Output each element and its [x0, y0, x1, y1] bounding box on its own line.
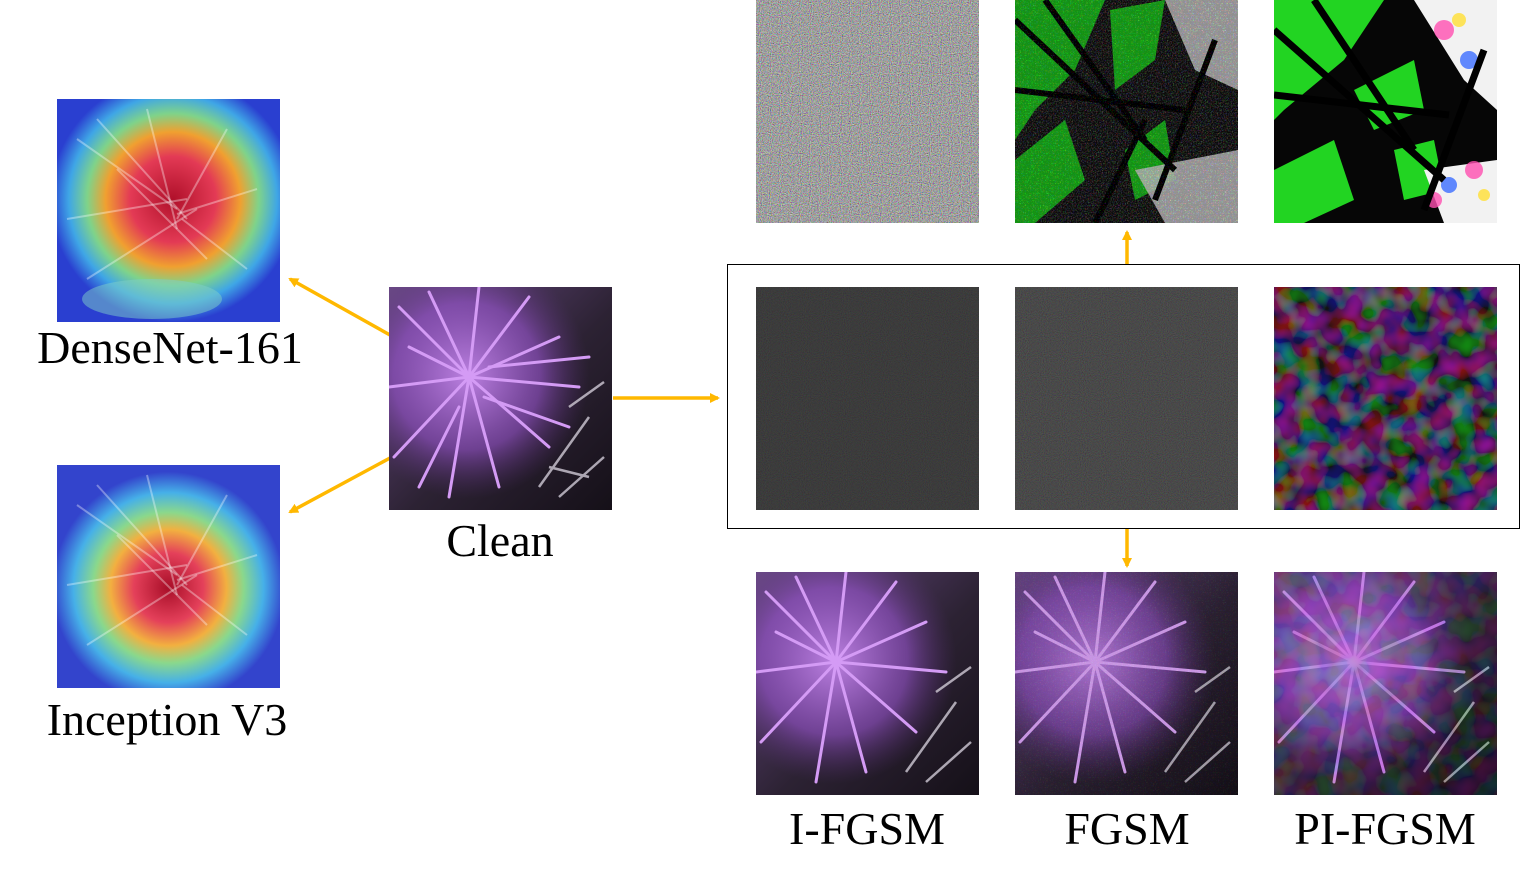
fgsm-label: FGSM [1064, 803, 1190, 854]
densenet-label: DenseNet-161 [37, 322, 303, 373]
clean-image [389, 287, 612, 510]
pifgsm-adversarial-image [1274, 572, 1497, 795]
ifgsm-adversarial-image [756, 572, 979, 795]
ifgsm-perturbation [756, 287, 979, 510]
pifgsm-amplified-noise [1274, 0, 1497, 223]
arrow-to-densenet [288, 277, 391, 337]
fgsm-adversarial-image [1015, 572, 1238, 795]
arrow-to-inception [288, 456, 391, 514]
fgsm-amplified-noise [1015, 0, 1238, 223]
ifgsm-label: I-FGSM [789, 803, 945, 854]
inception-label: Inception V3 [46, 694, 288, 745]
densenet-heatmap [57, 99, 280, 322]
pifgsm-label: PI-FGSM [1294, 803, 1476, 854]
perturbation-box [727, 264, 1520, 529]
ifgsm-amplified-noise [756, 0, 979, 223]
inception-heatmap [57, 465, 280, 688]
pifgsm-perturbation [1274, 287, 1497, 510]
clean-label: Clean [446, 515, 554, 566]
fgsm-perturbation [1015, 287, 1238, 510]
